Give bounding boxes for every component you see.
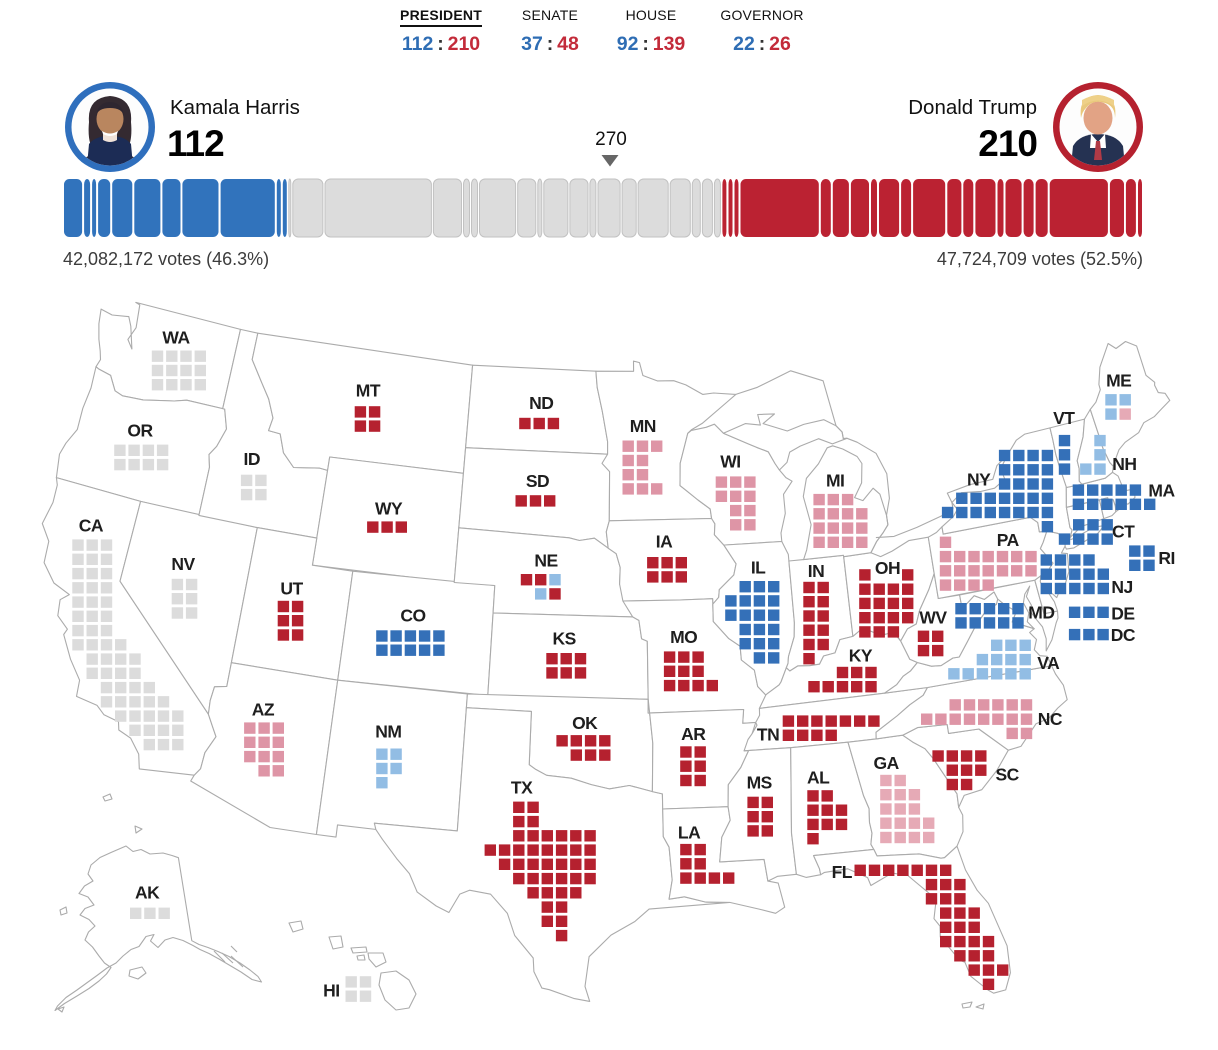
svg-text:TN: TN bbox=[757, 724, 779, 744]
svg-text:MS: MS bbox=[747, 772, 772, 792]
svg-text:DC: DC bbox=[1111, 625, 1136, 645]
svg-text:LA: LA bbox=[678, 823, 701, 843]
svg-text:WY: WY bbox=[375, 499, 403, 519]
svg-text:GA: GA bbox=[873, 753, 899, 773]
svg-text:FL: FL bbox=[832, 862, 853, 882]
svg-text:AL: AL bbox=[807, 768, 830, 788]
svg-text:CO: CO bbox=[400, 606, 425, 626]
svg-text:OR: OR bbox=[127, 420, 153, 440]
svg-text:AK: AK bbox=[135, 883, 160, 903]
svg-text:IA: IA bbox=[656, 532, 673, 552]
svg-text:VA: VA bbox=[1037, 653, 1060, 673]
svg-text:AZ: AZ bbox=[252, 699, 275, 719]
svg-text:MD: MD bbox=[1028, 603, 1054, 623]
svg-text:WA: WA bbox=[162, 328, 190, 348]
svg-text:CA: CA bbox=[79, 516, 104, 536]
svg-text:UT: UT bbox=[280, 579, 303, 599]
svg-text:WV: WV bbox=[919, 608, 947, 628]
svg-text:WI: WI bbox=[720, 452, 740, 472]
svg-text:AR: AR bbox=[681, 724, 706, 744]
svg-text:CT: CT bbox=[1112, 521, 1135, 541]
svg-text:MA: MA bbox=[1148, 480, 1175, 500]
svg-text:MO: MO bbox=[670, 627, 697, 647]
svg-text:ID: ID bbox=[244, 449, 261, 469]
svg-text:PA: PA bbox=[997, 530, 1020, 550]
svg-text:ND: ND bbox=[529, 393, 553, 413]
svg-text:MN: MN bbox=[630, 416, 656, 436]
svg-text:DE: DE bbox=[1111, 604, 1134, 624]
svg-text:NM: NM bbox=[375, 722, 401, 742]
svg-text:NJ: NJ bbox=[1111, 577, 1132, 597]
svg-text:SD: SD bbox=[526, 471, 549, 491]
svg-text:NY: NY bbox=[967, 469, 991, 489]
svg-text:SC: SC bbox=[995, 765, 1019, 785]
svg-text:NV: NV bbox=[171, 554, 195, 574]
svg-text:RI: RI bbox=[1158, 548, 1175, 568]
svg-text:ME: ME bbox=[1106, 370, 1131, 390]
svg-text:OH: OH bbox=[875, 558, 900, 578]
svg-text:NH: NH bbox=[1112, 454, 1136, 474]
svg-text:MI: MI bbox=[826, 471, 844, 491]
svg-text:KS: KS bbox=[553, 628, 576, 648]
svg-text:IN: IN bbox=[808, 561, 825, 581]
svg-text:IL: IL bbox=[751, 557, 766, 577]
svg-text:VT: VT bbox=[1053, 408, 1075, 428]
svg-text:NE: NE bbox=[534, 550, 557, 570]
svg-text:HI: HI bbox=[323, 981, 340, 1001]
svg-text:KY: KY bbox=[849, 646, 873, 666]
svg-text:TX: TX bbox=[511, 777, 533, 797]
svg-text:NC: NC bbox=[1038, 709, 1063, 729]
svg-text:MT: MT bbox=[356, 381, 381, 401]
svg-text:OK: OK bbox=[572, 713, 598, 733]
